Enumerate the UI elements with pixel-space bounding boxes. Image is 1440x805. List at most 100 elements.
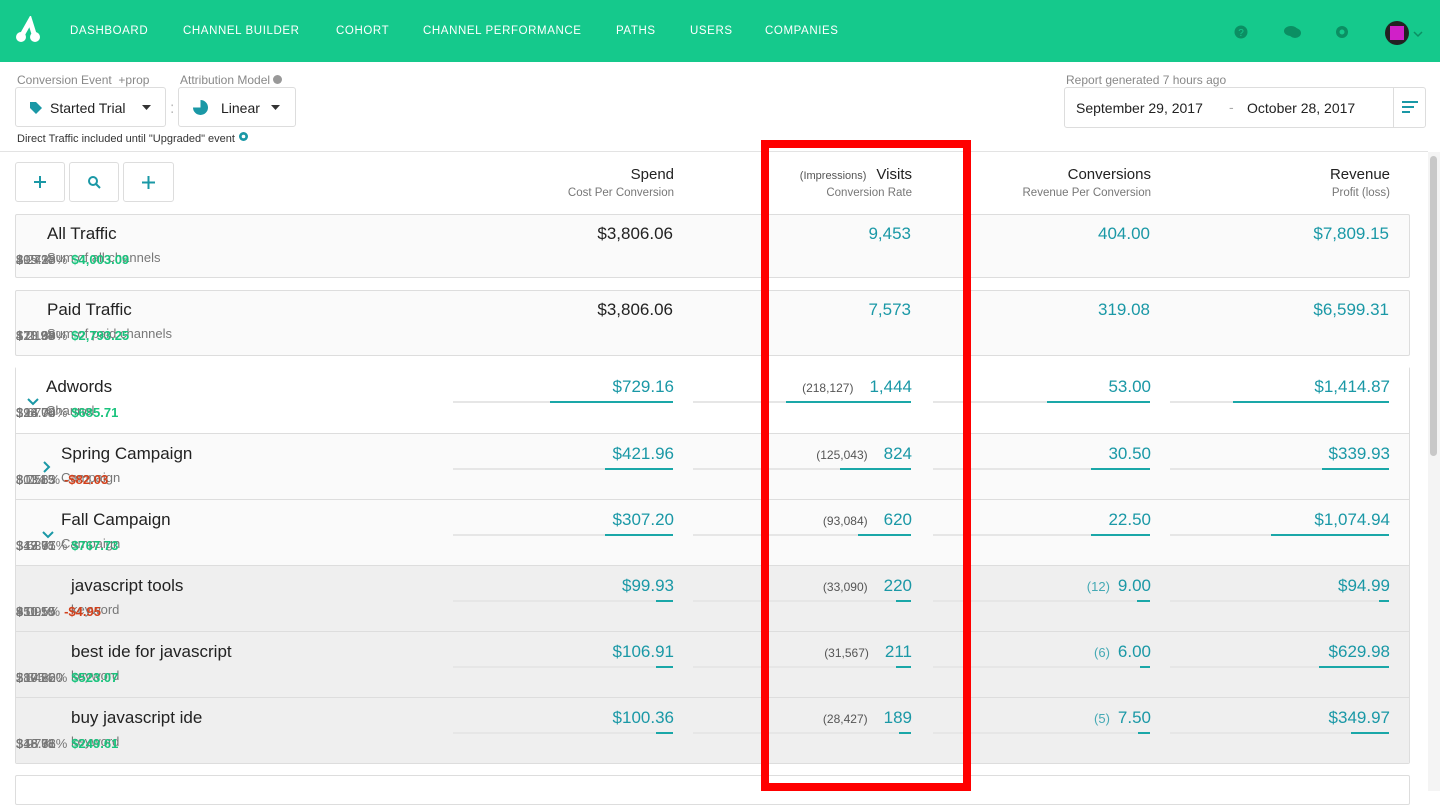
nav-item[interactable]: CHANNEL PERFORMANCE xyxy=(423,25,582,37)
date-end: October 28, 2017 xyxy=(1247,100,1356,116)
table-row xyxy=(15,775,1410,805)
nav-item[interactable]: COHORT xyxy=(336,25,390,37)
conversion-count: (12) xyxy=(1086,579,1110,594)
cell-subvalue: $13.76 xyxy=(16,405,56,420)
value[interactable]: 7.50 xyxy=(1117,708,1151,727)
table-row[interactable]: Fall Campaign Campaign $307.20 $13.65 (93,08… xyxy=(16,499,1409,565)
expand-caret[interactable] xyxy=(27,396,39,408)
value[interactable]: 319.08 xyxy=(1098,300,1150,319)
value[interactable]: 6.00 xyxy=(1117,642,1151,661)
table-row[interactable]: best ide for javascript keyword $106.91 $17… xyxy=(16,631,1409,697)
nav-item[interactable]: CHANNEL BUILDER xyxy=(183,25,300,37)
value[interactable]: $106.91 xyxy=(612,642,674,661)
table-row[interactable]: Spring Campaign Campaign $421.96 $13.83 (125… xyxy=(16,433,1409,499)
nav-item[interactable]: COMPANIES xyxy=(765,25,839,37)
value[interactable]: $1,074.94 xyxy=(1314,510,1390,529)
scrollbar[interactable] xyxy=(1428,152,1440,791)
settings-icon[interactable] xyxy=(1335,25,1349,39)
table-row[interactable]: All Traffic Sum of all channels $3,806.06 $… xyxy=(15,214,1410,278)
value[interactable]: $100.36 xyxy=(612,708,674,727)
cell-value: $99.93 xyxy=(622,576,674,596)
avatar[interactable] xyxy=(1384,20,1426,46)
value[interactable]: $421.96 xyxy=(612,444,674,463)
value[interactable]: 53.00 xyxy=(1108,377,1151,396)
row-name: Fall Campaign xyxy=(61,510,171,529)
value[interactable]: 7,573 xyxy=(868,300,911,319)
value[interactable]: $7,809.15 xyxy=(1313,224,1389,243)
value[interactable]: $94.99 xyxy=(1338,576,1390,595)
value[interactable]: $339.93 xyxy=(1328,444,1390,463)
nav-item[interactable]: USERS xyxy=(690,25,733,37)
bar-track xyxy=(933,468,1150,470)
row-name: javascript tools xyxy=(71,576,184,595)
search-button[interactable] xyxy=(69,162,119,202)
value[interactable]: 824 xyxy=(883,444,912,463)
value[interactable]: $6,599.31 xyxy=(1313,300,1389,319)
subvalue: 2.84% xyxy=(16,670,53,685)
conversion-event-select[interactable]: Started Trial xyxy=(15,87,166,127)
chat-icon[interactable] xyxy=(1284,25,1301,39)
cell-value: 53.00 xyxy=(1108,377,1151,397)
value[interactable]: $629.98 xyxy=(1328,642,1390,661)
value[interactable]: 30.50 xyxy=(1108,444,1151,463)
bar-track xyxy=(693,468,911,470)
attribution-select[interactable]: Linear xyxy=(178,87,296,127)
subvalue: $13.38 xyxy=(16,736,56,751)
subvalue: $10.55 xyxy=(16,604,56,619)
cell-value: (28,427) 189 xyxy=(823,708,912,728)
cell-subvalue: $105.00 xyxy=(16,670,63,685)
value[interactable]: 9,453 xyxy=(868,224,911,243)
row-name: best ide for javascript xyxy=(71,642,232,661)
value-bar xyxy=(605,534,673,536)
help-icon[interactable]: ? xyxy=(1234,25,1248,39)
select-value: Linear xyxy=(221,100,260,116)
table-row[interactable]: Paid Traffic Sum of paid channels $3,806.0… xyxy=(15,290,1410,356)
table-row[interactable]: javascript tools keyword $99.93 $11.10 (33,0… xyxy=(16,565,1409,631)
value[interactable]: $1,414.87 xyxy=(1314,377,1390,396)
column-header: (Impressions) Visits xyxy=(800,166,912,183)
cell-subvalue: $13.65 xyxy=(16,538,56,553)
subvalue: $19.33 xyxy=(16,252,56,267)
impressions: (93,084) xyxy=(822,514,868,528)
date-range[interactable]: September 29, 2017 - October 28, 2017 xyxy=(1064,87,1426,128)
value[interactable]: 404.00 xyxy=(1098,224,1150,243)
cell-value: (218,127) 1,444 xyxy=(802,377,912,397)
move-button[interactable] xyxy=(123,162,174,202)
nav-item[interactable]: DASHBOARD xyxy=(70,25,149,37)
value[interactable]: $99.93 xyxy=(622,576,674,595)
value[interactable]: 220 xyxy=(883,576,912,595)
expand-caret[interactable] xyxy=(42,529,54,541)
value[interactable]: $307.20 xyxy=(612,510,674,529)
menu-icon[interactable] xyxy=(1402,101,1418,114)
value[interactable]: 211 xyxy=(884,642,912,661)
cell-subvalue: $26.70 xyxy=(16,405,56,420)
cell-value: 9,453 xyxy=(868,224,911,244)
value[interactable]: 22.50 xyxy=(1108,510,1151,529)
bar-track xyxy=(933,600,1150,602)
value[interactable]: $729.16 xyxy=(612,377,674,396)
nav-item[interactable]: PATHS xyxy=(616,25,656,37)
expand-caret[interactable] xyxy=(41,461,53,473)
value-bar xyxy=(896,666,911,668)
value[interactable]: 1,444 xyxy=(869,377,912,396)
table-row[interactable]: Adwords Channel $729.16 $13.76 (218,127) 1,44… xyxy=(16,367,1409,433)
subvalue: 4.27% xyxy=(16,252,53,267)
logo[interactable] xyxy=(14,16,44,44)
cell-subvalue: $46.66 xyxy=(16,736,56,751)
prop-link[interactable]: +prop xyxy=(118,73,150,87)
conversion-count: (5) xyxy=(1094,711,1110,726)
bar-track xyxy=(933,401,1150,403)
value[interactable]: $349.97 xyxy=(1328,708,1390,727)
note-text: Direct Traffic included until "Upgraded"… xyxy=(17,133,235,145)
bar-track xyxy=(1170,666,1389,668)
value[interactable]: 620 xyxy=(883,510,912,529)
add-button[interactable] xyxy=(15,162,65,202)
cell-subvalue: $13.83 xyxy=(16,472,56,487)
cell-value: $421.96 xyxy=(613,444,674,464)
cell-value: (31,567) 211 xyxy=(824,642,912,662)
value[interactable]: 9.00 xyxy=(1117,576,1151,595)
row-type: keyword xyxy=(71,668,120,683)
table-row[interactable]: buy javascript ide keyword $100.36 $13.38 (2… xyxy=(16,697,1409,763)
subvalue: 589.26% xyxy=(16,670,68,685)
value[interactable]: 189 xyxy=(883,708,912,727)
